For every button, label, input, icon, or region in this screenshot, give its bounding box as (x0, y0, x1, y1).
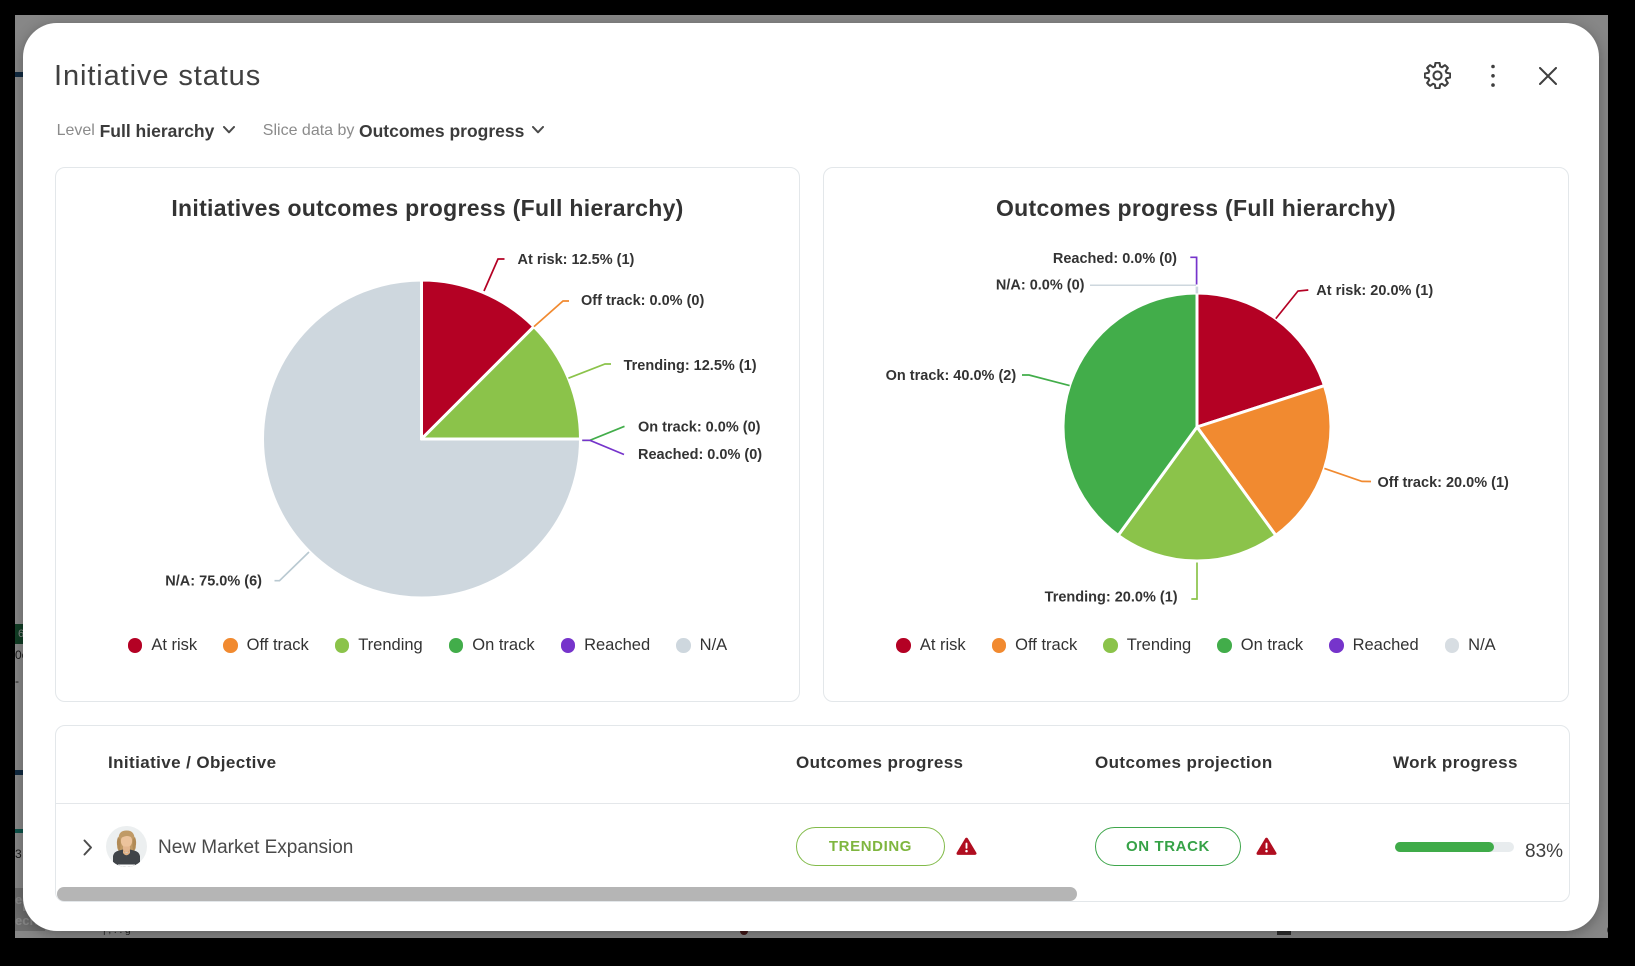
svg-text:N/A: 0.0% (0): N/A: 0.0% (0) (996, 278, 1085, 294)
svg-text:At risk: 20.0% (1): At risk: 20.0% (1) (1316, 283, 1433, 299)
svg-text:Off track: 20.0% (1): Off track: 20.0% (1) (1378, 475, 1510, 491)
svg-text:Trending: 12.5% (1): Trending: 12.5% (1) (624, 358, 757, 374)
svg-text:Reached: 0.0% (0): Reached: 0.0% (0) (1053, 251, 1177, 267)
svg-text:Off track: 0.0% (0): Off track: 0.0% (0) (581, 293, 704, 309)
svg-text:On track: 40.0% (2): On track: 40.0% (2) (886, 368, 1017, 384)
svg-text:Reached: 0.0% (0): Reached: 0.0% (0) (638, 447, 762, 463)
svg-text:Trending: 20.0% (1): Trending: 20.0% (1) (1045, 589, 1178, 605)
svg-text:On track: 0.0% (0): On track: 0.0% (0) (638, 420, 761, 436)
svg-text:At risk: 12.5% (1): At risk: 12.5% (1) (518, 252, 635, 268)
svg-text:N/A: 75.0% (6): N/A: 75.0% (6) (165, 574, 262, 590)
